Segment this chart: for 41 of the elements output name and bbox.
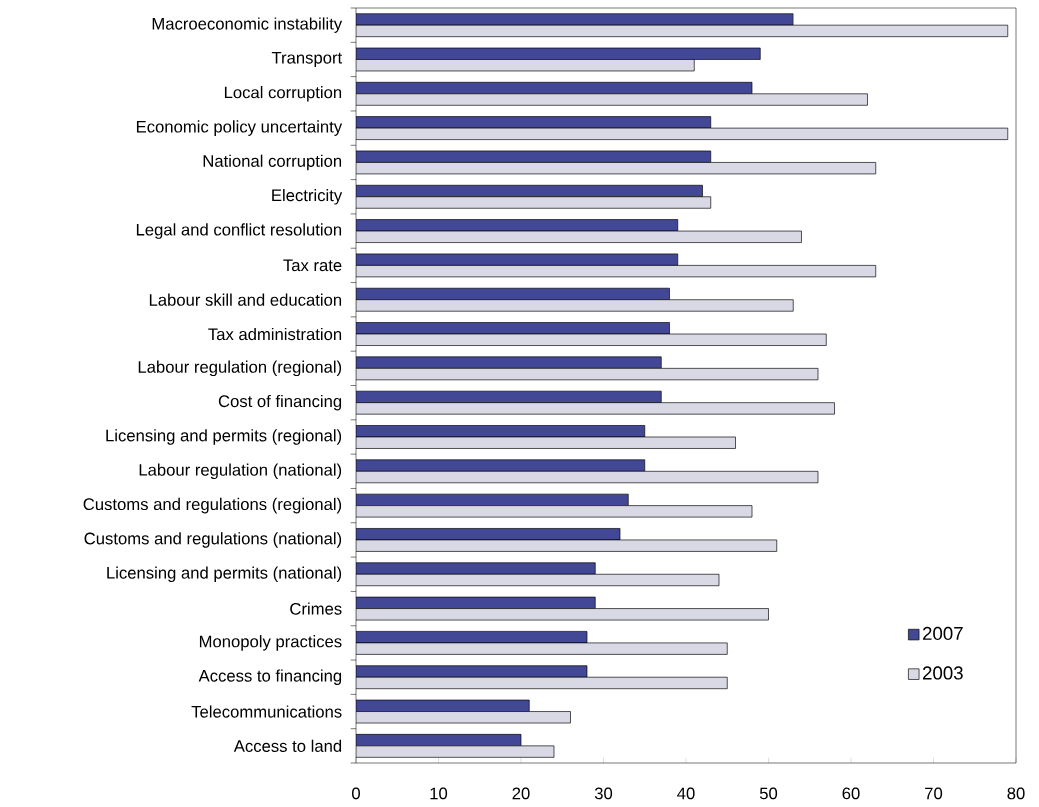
y-tick-label: Labour regulation (national) [139,463,342,480]
y-tick-label: Labour regulation (regional) [138,360,342,377]
y-tick-label: Local corruption [224,86,342,102]
y-tick-label: Licensing and permits (national) [107,566,342,583]
y-tick-label: Transport [271,52,343,67]
bar [356,459,646,472]
x-tick-label: 10 [430,787,448,800]
y-tick-label: National corruption [203,154,342,171]
y-tick-label: Customs and regulations (national) [84,532,342,548]
y-tick-label: Access to land [233,739,342,752]
y-tick-label: Cost of financing [218,394,342,411]
y-tick-label: Monopoly practices [199,635,342,651]
y-tick-label: Crimes [290,602,342,615]
y-tick-label: Licensing and permits (regional) [106,429,342,445]
y-tick-label: Tax administration [208,327,342,341]
y-tick-label: Tax rate [283,259,342,272]
y-tick-label: Telecommunications [191,705,342,718]
legend-label: 2007 [923,626,963,641]
x-tick-label: 0 [352,787,360,800]
bar [356,13,794,26]
y-tick-label: Customs and regulations (regional) [83,497,342,514]
bar [356,299,794,312]
bar [356,562,596,575]
bar [356,196,712,209]
x-tick-label: 70 [925,787,943,800]
bar [356,665,588,678]
y-tick-label: Electricity [272,188,343,205]
x-tick-label: 80 [1007,787,1025,800]
y-tick-label: Access to financing [198,669,342,685]
x-tick-label: 60 [842,787,860,800]
legend-label: 2003 [923,666,963,680]
x-tick-label: 20 [512,787,530,800]
x-tick-label: 40 [677,787,695,800]
x-tick-label: 50 [759,787,778,800]
y-tick-label: Macroeconomic instability [152,17,343,33]
y-tick-label: Economic policy uncertainty [136,120,343,136]
bar [356,402,835,415]
bar [356,93,868,106]
y-tick-label: Labour skill and education [149,293,342,306]
x-tick-label: 30 [594,787,613,800]
y-tick-label: Legal and conflict resolution [136,223,342,239]
